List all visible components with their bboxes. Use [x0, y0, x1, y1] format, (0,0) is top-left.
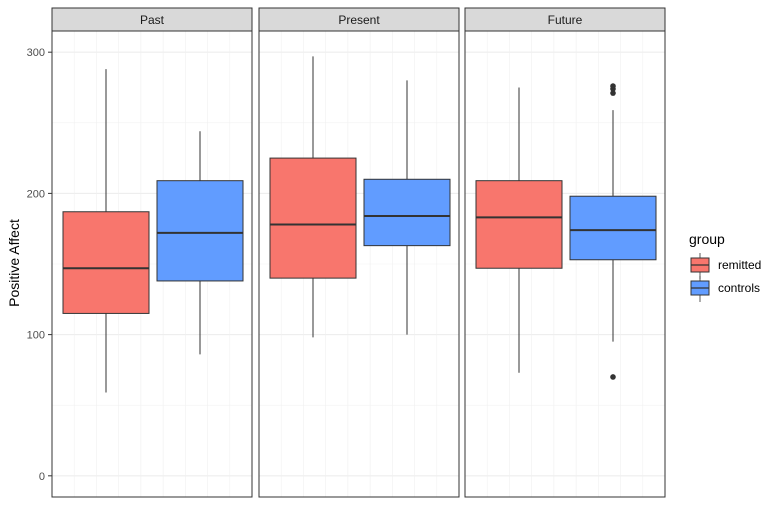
facet-strip — [51, 7, 253, 32]
facet-panel-past: Past — [51, 7, 253, 498]
facet-strip — [464, 7, 666, 32]
legend-title: group — [689, 231, 725, 247]
box-iqr — [475, 180, 563, 269]
facet-panel-future: Future — [464, 7, 666, 498]
facet-panels: Past Present Future — [51, 7, 666, 498]
legend-label: controls — [718, 281, 760, 295]
box-iqr — [156, 180, 244, 282]
box-remitted-past — [62, 69, 150, 393]
y-axis: 0 100 200 300 — [27, 47, 52, 483]
facet-label: Past — [140, 13, 165, 27]
y-tick-label: 200 — [27, 188, 45, 200]
outlier-point — [610, 83, 616, 89]
y-axis-title: Positive Affect — [6, 219, 22, 307]
facet-label: Present — [338, 13, 380, 27]
facet-strip — [258, 7, 460, 32]
y-tick-label: 100 — [27, 330, 45, 342]
box-controls-past — [156, 131, 244, 355]
box-iqr — [269, 157, 357, 279]
legend-label: remitted — [718, 258, 761, 272]
legend-item-controls: controls — [690, 276, 760, 302]
box-iqr — [62, 211, 150, 314]
box-iqr — [363, 178, 451, 247]
outlier-point — [610, 90, 616, 96]
facet-label: Future — [548, 13, 583, 27]
legend: group remitted controls — [689, 231, 761, 302]
box-remitted-present — [269, 56, 357, 338]
box-controls-present — [363, 80, 451, 335]
box-remitted-future — [475, 87, 563, 373]
facet-panel-present: Present — [258, 7, 460, 498]
legend-item-remitted: remitted — [690, 253, 761, 279]
outlier-point — [610, 374, 616, 380]
box-controls-future — [569, 83, 657, 380]
box-iqr — [569, 195, 657, 261]
y-tick-label: 0 — [39, 471, 45, 483]
y-tick-label: 300 — [27, 47, 45, 59]
